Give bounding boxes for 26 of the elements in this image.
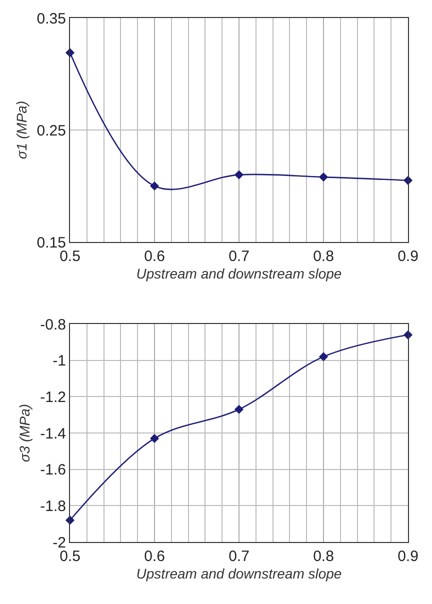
x-tick-label: 0.7	[228, 248, 250, 265]
point	[234, 170, 244, 180]
y-tick-label: -1.4	[40, 425, 66, 442]
y-tick-label: -1.6	[40, 462, 66, 479]
x-tick-label: 0.9	[398, 548, 418, 565]
x-tick-label: 0.6	[144, 548, 165, 565]
x-tick-label: 0.8	[313, 248, 334, 265]
point	[318, 352, 328, 362]
point	[234, 404, 244, 414]
x-axis-title: Upstream and downstream slope	[136, 565, 342, 582]
x-tick-label: 0.8	[313, 548, 334, 565]
point	[150, 181, 160, 191]
y-tick-label: -0.8	[40, 316, 66, 334]
x-tick-label: 0.6	[144, 248, 165, 265]
y-tick-label: 0.25	[36, 122, 66, 140]
y-axis-title: σ3 (MPa)	[16, 404, 33, 462]
x-tick-label: 0.7	[228, 548, 250, 565]
point	[150, 434, 160, 443]
x-axis-title: Upstream and downstream slope	[136, 265, 342, 282]
y-tick-label: -1	[52, 352, 66, 370]
y-tick-label: -1.8	[40, 498, 66, 515]
y-axis-title: σ1 (MPa)	[13, 100, 30, 160]
y-tick-label: -1.2	[40, 388, 66, 406]
point	[318, 172, 328, 182]
y-tick-label: 0.35	[36, 10, 66, 28]
x-tick-label: 0.9	[398, 248, 418, 265]
